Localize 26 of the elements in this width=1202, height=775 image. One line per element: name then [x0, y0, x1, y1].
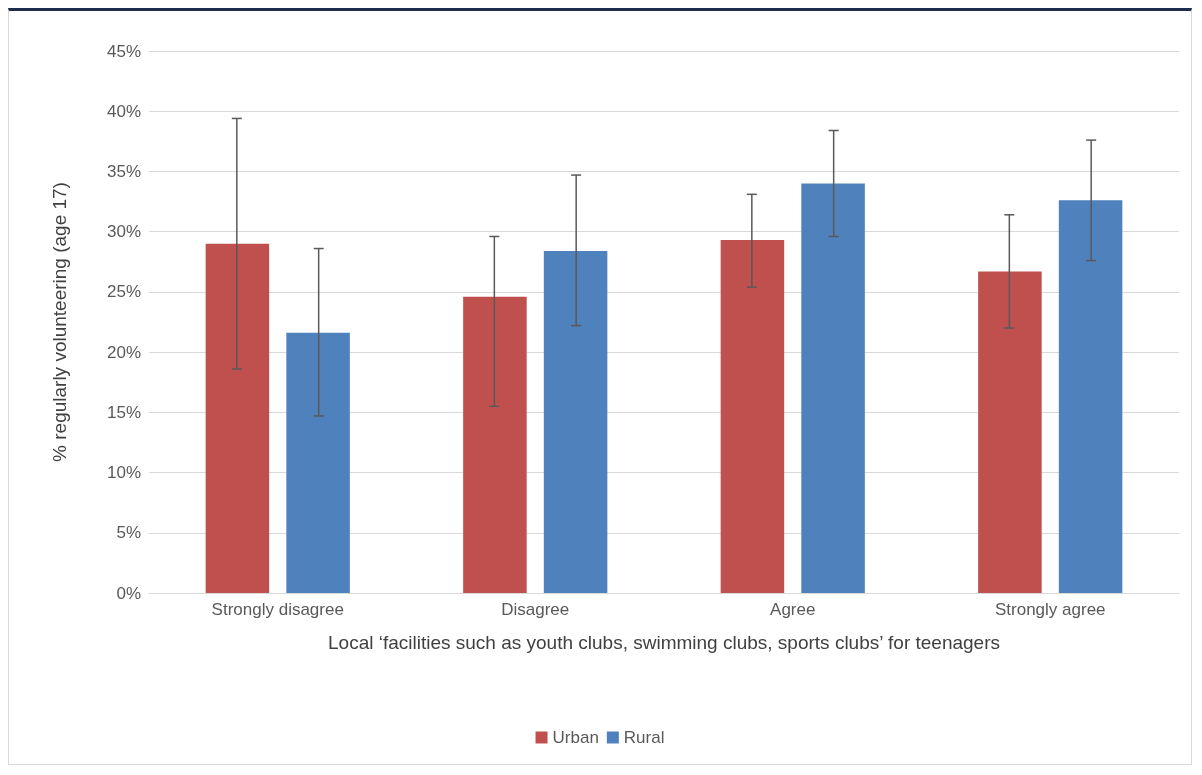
bar — [543, 250, 608, 593]
x-tick-label: Agree — [770, 600, 816, 619]
y-tick-label: 15% — [106, 402, 141, 422]
y-tick-label: 30% — [106, 222, 141, 242]
legend-label: Urban — [552, 728, 599, 747]
y-tick-label: 5% — [116, 523, 141, 543]
x-tick-label: Disagree — [501, 600, 570, 619]
bar — [205, 243, 270, 593]
y-tick-label: 10% — [106, 463, 141, 483]
bar — [1058, 200, 1123, 593]
bar — [801, 183, 865, 593]
x-tick-label: Strongly disagree — [211, 600, 344, 619]
y-tick-label: 40% — [106, 101, 141, 121]
x-tick-label: Strongly agree — [994, 600, 1106, 619]
y-tick-label: 20% — [106, 342, 141, 362]
y-tick-label: 0% — [116, 583, 141, 603]
bar — [978, 271, 1042, 593]
bar — [286, 332, 350, 593]
y-tick-label: 25% — [106, 282, 141, 302]
y-axis-title: % regularly volunteering (age 17) — [49, 182, 70, 462]
bar — [463, 296, 527, 593]
bar — [720, 240, 785, 593]
x-axis-title: Local ‘facilities such as youth clubs, swimming clubs, sports clubs’ for teenagers — [328, 632, 1000, 653]
y-tick-label: 35% — [106, 161, 141, 181]
y-tick-label: 45% — [106, 41, 141, 61]
legend-label: Rural — [623, 728, 665, 747]
